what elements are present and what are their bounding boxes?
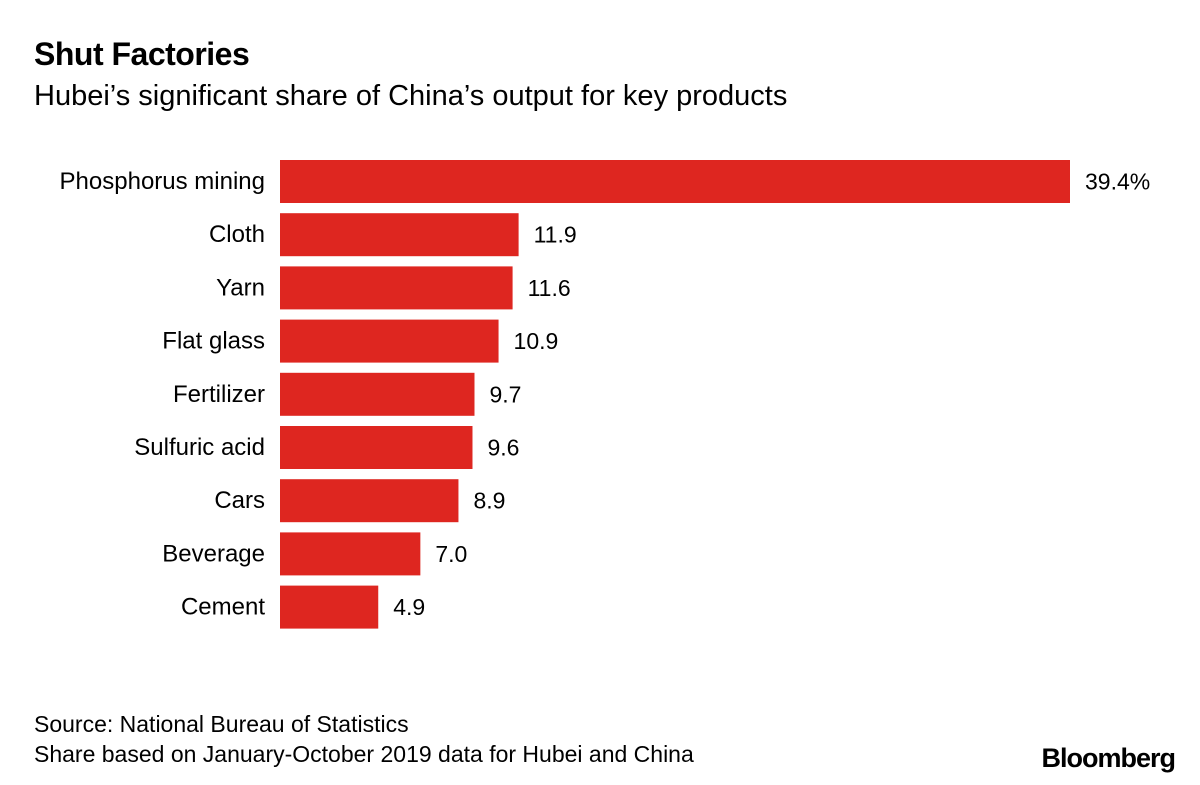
value-label: 11.9 <box>534 222 577 248</box>
chart-title: Shut Factories <box>34 36 250 72</box>
bar-sulfuric-acid <box>280 426 473 469</box>
category-label: Beverage <box>162 540 265 567</box>
category-label: Sulfuric acid <box>134 434 265 461</box>
value-label: 9.7 <box>489 381 521 407</box>
data-note: Share based on January-October 2019 data… <box>34 741 694 767</box>
bar-cars <box>280 479 459 523</box>
bar-flat-glass <box>280 319 499 363</box>
value-label: 4.9 <box>393 594 425 620</box>
value-label: 11.6 <box>528 275 571 301</box>
category-label: Cloth <box>209 221 265 248</box>
bar-fertilizer <box>280 372 475 416</box>
category-label: Fertilizer <box>173 381 265 408</box>
bar-cement <box>280 585 379 629</box>
bar-phosphorus-mining <box>280 160 1070 203</box>
source-note: Source: National Bureau of Statistics <box>34 711 409 737</box>
value-label: 39.4% <box>1085 169 1150 195</box>
bar-cloth <box>280 213 519 257</box>
category-label: Flat glass <box>162 328 265 355</box>
category-label: Yarn <box>216 274 265 301</box>
value-label: 8.9 <box>473 488 505 514</box>
category-label: Cars <box>214 487 265 514</box>
value-label: 9.6 <box>487 435 519 461</box>
chart-subtitle: Hubei’s significant share of China’s out… <box>34 80 788 112</box>
category-label: Cement <box>181 594 265 621</box>
bar-beverage <box>280 532 421 576</box>
category-label: Phosphorus mining <box>60 168 265 195</box>
value-label: 7.0 <box>435 541 467 567</box>
bloomberg-logo: Bloomberg <box>1041 743 1176 773</box>
bar-yarn <box>280 266 513 310</box>
value-label: 10.9 <box>514 328 559 354</box>
